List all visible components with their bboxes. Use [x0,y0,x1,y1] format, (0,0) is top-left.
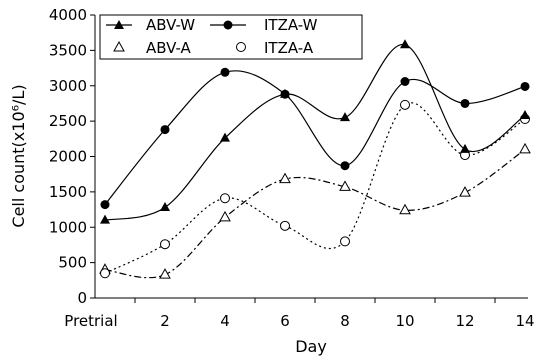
x-tick-label-7: 14 [515,312,534,330]
legend-marker-itza-a [236,42,246,52]
point-itza-a-1 [160,239,170,250]
point-abv-w-6 [460,143,470,153]
point-itza-w-5 [400,77,410,87]
point-abv-a-3 [279,172,291,184]
point-abv-a-5 [399,203,411,215]
point-itza-w-6 [460,98,470,108]
series-line-abv-w [104,44,526,221]
point-abv-a-1 [159,268,171,279]
point-itza-a-3 [280,220,290,231]
legend-label-itza-w: ITZA-W [264,16,318,34]
point-itza-a-0 [100,268,110,279]
point-itza-a-5 [400,99,410,110]
legend-marker-abv-w [114,20,124,29]
point-itza-w-3 [280,89,290,99]
point-itza-w-1 [160,125,170,135]
y-tick-label-6: 3000 [49,77,87,95]
x-tick-label-3: 6 [280,312,290,330]
y-tick-label-8: 4000 [49,6,87,24]
legend-item-abv-a: ABV-A [113,39,192,57]
point-abv-w-0 [100,214,110,224]
point-abv-a-6 [459,186,471,197]
legend-label-abv-a: ABV-A [146,39,192,57]
legend-item-itza-a: ITZA-A [236,39,314,57]
x-ticks: Pretrial 2 4 6 8 10 12 14 [64,298,535,330]
point-abv-w-2 [220,132,230,142]
point-itza-w-2 [220,67,230,77]
series-line-abv-a [104,148,526,279]
y-tick-label-1: 500 [58,254,87,272]
legend-item-itza-w: ITZA-W [210,16,318,34]
legend-label-itza-a: ITZA-A [264,39,314,57]
x-axis-title: Day [295,337,327,356]
x-tick-label-6: 12 [455,312,474,330]
legend-item-abv-w: ABV-W [106,16,195,34]
point-itza-w-0 [100,200,110,210]
point-abv-w-7 [520,109,530,119]
y-axis-title: Cell count(x10⁶/L) [9,84,28,227]
y-tick-label-0: 0 [77,289,87,307]
y-tick-label-5: 2500 [49,112,87,130]
point-abv-w-4 [340,112,350,122]
y-tick-label-4: 2000 [49,148,87,166]
point-itza-a-2 [220,193,230,204]
point-abv-w-1 [160,201,170,211]
point-abv-a-2 [219,210,231,222]
x-tick-label-1: 2 [160,312,170,330]
y-tick-label-7: 3500 [49,41,87,59]
x-tick-label-4: 8 [340,312,350,330]
series-layer [99,39,531,279]
y-ticks: 0 500 1000 1500 2000 2500 3000 3500 4000 [49,6,95,307]
x-tick-label-2: 4 [220,312,230,330]
legend-box [99,14,363,60]
point-itza-w-7 [520,81,530,91]
point-itza-a-4 [340,236,350,247]
legend-label-abv-w: ABV-W [146,16,195,34]
y-tick-label-2: 1000 [49,218,87,236]
series-line-itza-w [104,70,526,205]
y-tick-label-3: 1500 [49,183,87,201]
legend-marker-abv-a [113,40,125,52]
point-itza-w-4 [340,161,350,171]
legend-marker-itza-w [223,20,233,30]
x-tick-label-5: 10 [395,312,414,330]
legend: ABV-W ITZA-W ABV-A ITZA-A [99,14,363,60]
point-abv-a-4 [339,180,351,191]
point-abv-w-5 [400,39,410,49]
x-tick-label-0: Pretrial [64,312,117,330]
point-abv-a-7 [519,142,531,154]
